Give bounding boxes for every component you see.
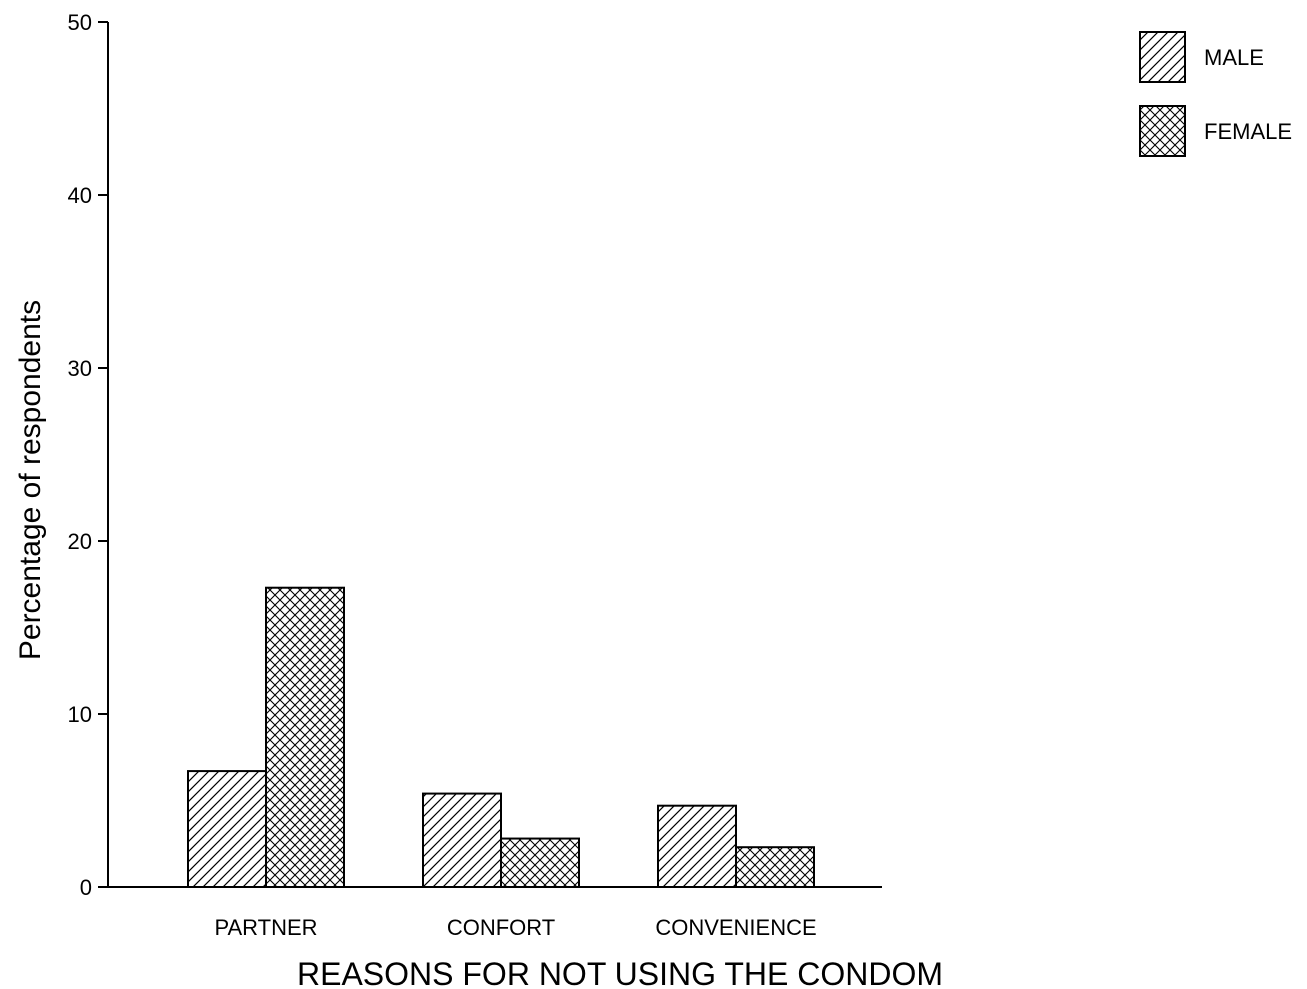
bars-group bbox=[187, 586, 815, 889]
bar-female-convenience bbox=[735, 846, 815, 889]
x-axis-title: REASONS FOR NOT USING THE CONDOM bbox=[297, 956, 943, 989]
legend-label-male: MALE bbox=[1204, 45, 1264, 70]
y-tick-label: 20 bbox=[68, 529, 92, 554]
bar-female-partner bbox=[265, 586, 345, 889]
y-ticks: 0 10 20 30 40 50 bbox=[68, 10, 108, 900]
legend: MALE FEMALE bbox=[1139, 31, 1292, 157]
x-category-label: CONVENIENCE bbox=[655, 915, 816, 940]
bar-female-confort bbox=[500, 837, 580, 888]
y-tick-label: 10 bbox=[68, 702, 92, 727]
y-tick-label: 0 bbox=[80, 875, 92, 900]
legend-swatch-male bbox=[1139, 31, 1186, 83]
y-tick-label: 30 bbox=[68, 356, 92, 381]
bar-male-partner bbox=[187, 770, 267, 889]
x-category-label: CONFORT bbox=[447, 915, 555, 940]
legend-label-female: FEMALE bbox=[1204, 119, 1292, 144]
axes-group bbox=[107, 22, 882, 888]
bar-male-confort bbox=[422, 792, 502, 889]
bar-male-convenience bbox=[657, 804, 737, 888]
y-tick-label: 40 bbox=[68, 183, 92, 208]
x-category-labels: PARTNER CONFORT CONVENIENCE bbox=[214, 915, 816, 940]
y-tick-label: 50 bbox=[68, 10, 92, 35]
y-axis-title: Percentage of respondents bbox=[14, 300, 47, 660]
legend-swatch-female bbox=[1139, 105, 1186, 157]
x-category-label: PARTNER bbox=[214, 915, 317, 940]
